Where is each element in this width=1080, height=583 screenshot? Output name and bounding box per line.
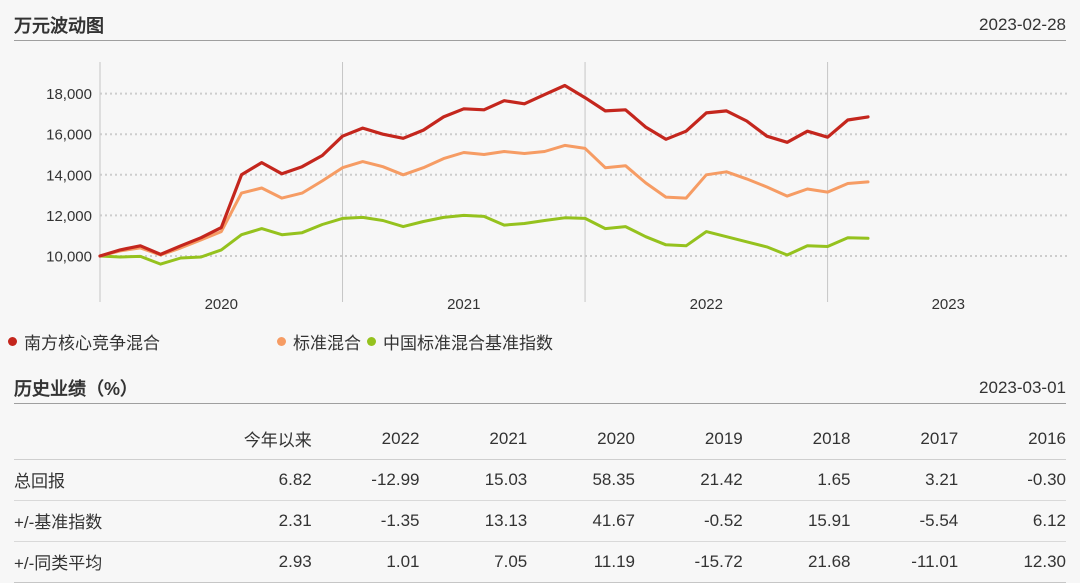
table-col-header: 2018 bbox=[812, 428, 851, 448]
table-cell: 2.93 bbox=[278, 551, 312, 571]
table-cell: 21.42 bbox=[700, 469, 743, 489]
chart-section-title: 万元波动图 bbox=[14, 16, 104, 36]
series-line-benchmark-index bbox=[98, 213, 870, 266]
chart-legend: 南方核心竞争混合 标准混合 中国标准混合基准指数 bbox=[0, 330, 1080, 353]
y-axis-tick-label: 12,000 bbox=[46, 208, 92, 225]
history-as-of-date: 2023-03-01 bbox=[979, 378, 1066, 397]
table-cell: -12.99 bbox=[371, 469, 420, 489]
table-cell: 6.82 bbox=[278, 469, 312, 489]
table-cell: -0.30 bbox=[1027, 469, 1066, 489]
legend-dot bbox=[8, 336, 17, 346]
legend-label: 中国标准混合基准指数 bbox=[383, 333, 553, 353]
performance-chart: 10,000 12,000 14,000 16,000 18,000 2020 2021 20… bbox=[46, 62, 1070, 313]
y-axis-tick-label: 16,000 bbox=[46, 127, 92, 144]
chart-section-header: 万元波动图 2023-02-28 bbox=[14, 10, 1066, 41]
table-cell: 15.03 bbox=[484, 469, 528, 489]
table-col-header: 2022 bbox=[381, 428, 420, 448]
legend-dot bbox=[277, 336, 286, 346]
table-col-header: 2016 bbox=[1028, 428, 1066, 448]
series-line-fund bbox=[98, 83, 870, 258]
y-axis-tick-label: 10,000 bbox=[46, 249, 92, 266]
table-cell: 11.19 bbox=[593, 551, 635, 571]
table-row: +/-基准指数 2.31 -1.35 13.13 41.67 -0.52 15.91 -5.5… bbox=[14, 501, 1066, 542]
x-axis-year-label: 2023 bbox=[932, 296, 965, 313]
table-cell: 1.01 bbox=[386, 551, 420, 571]
table-col-header: 2017 bbox=[920, 428, 959, 448]
table-cell: -15.72 bbox=[694, 551, 743, 571]
chart-as-of-date: 2023-02-28 bbox=[979, 15, 1066, 34]
table-cell: 58.35 bbox=[592, 469, 635, 489]
history-section-title: 历史业绩（%） bbox=[14, 379, 139, 399]
table-cell: 1.65 bbox=[817, 469, 851, 489]
table-cell: 41.67 bbox=[592, 510, 635, 530]
history-table-body: 总回报 6.82 -12.99 15.03 58.35 21.42 1.65 3.21 -0.3… bbox=[14, 460, 1066, 583]
legend-label: 标准混合 bbox=[293, 333, 361, 353]
x-axis-year-label: 2022 bbox=[690, 296, 723, 313]
history-table: 今年以来 2022 2021 2020 2019 2018 2017 2016 总回报 6.82… bbox=[14, 419, 1066, 583]
history-section-header: 历史业绩（%） 2023-03-01 bbox=[14, 373, 1066, 404]
table-cell: 6.12 bbox=[1032, 510, 1066, 530]
legend-item-benchmark-index[interactable]: 中国标准混合基准指数 bbox=[367, 330, 553, 353]
table-row-label: +/-同类平均 bbox=[14, 554, 103, 573]
table-row-label: 总回报 bbox=[14, 472, 65, 491]
table-cell: 3.21 bbox=[925, 469, 959, 489]
table-cell: 7.05 bbox=[494, 551, 528, 571]
table-cell: 12.30 bbox=[1023, 551, 1066, 571]
legend-item-fund[interactable]: 南方核心竞争混合 bbox=[8, 330, 160, 353]
legend-dot bbox=[367, 336, 376, 346]
table-cell: -1.35 bbox=[380, 510, 420, 530]
table-cell: -0.52 bbox=[704, 510, 743, 530]
x-axis-year-label: 2020 bbox=[205, 296, 238, 313]
y-axis-tick-label: 14,000 bbox=[46, 167, 92, 184]
y-axis-tick-label: 18,000 bbox=[46, 86, 92, 103]
table-col-header: 2019 bbox=[704, 428, 743, 448]
legend-label: 南方核心竞争混合 bbox=[24, 333, 160, 353]
table-cell: 13.13 bbox=[484, 510, 528, 530]
table-row: 总回报 6.82 -12.99 15.03 58.35 21.42 1.65 3.21 -0.3… bbox=[14, 460, 1066, 501]
x-axis-year-label: 2021 bbox=[447, 296, 480, 313]
legend-item-category-average[interactable]: 标准混合 bbox=[277, 330, 361, 353]
table-col-header: 2020 bbox=[597, 428, 635, 448]
table-col-header: 2021 bbox=[489, 428, 528, 448]
table-row: +/-同类平均 2.93 1.01 7.05 11.19 -15.72 21.68 -11.0… bbox=[14, 542, 1066, 583]
table-cell: -5.54 bbox=[919, 510, 959, 530]
table-col-header: 今年以来 bbox=[243, 431, 312, 450]
history-table-header: 今年以来 2022 2021 2020 2019 2018 2017 2016 bbox=[14, 419, 1066, 460]
table-cell: 2.31 bbox=[278, 510, 312, 530]
table-cell: 21.68 bbox=[807, 551, 851, 571]
table-cell: 15.91 bbox=[807, 510, 851, 530]
table-cell: -11.01 bbox=[911, 551, 959, 571]
series-line-category-average bbox=[98, 143, 870, 258]
history-table-container: 今年以来 2022 2021 2020 2019 2018 2017 2016 总回报 6.82… bbox=[14, 419, 1066, 583]
table-corner-cell bbox=[14, 419, 204, 460]
table-row-label: +/-基准指数 bbox=[14, 513, 103, 532]
